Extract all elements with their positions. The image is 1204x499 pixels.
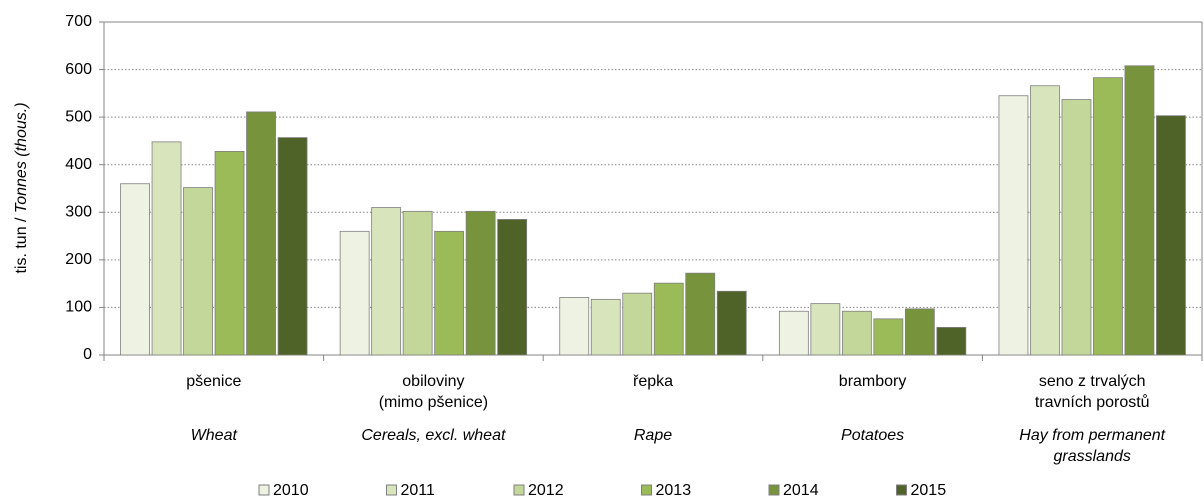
y-tick-label: 400 bbox=[65, 156, 92, 173]
bar bbox=[497, 219, 528, 356]
legend-label: 2013 bbox=[656, 482, 692, 499]
x-tick-label-en: Rape bbox=[634, 427, 672, 444]
x-tick-label-en: Wheat bbox=[191, 427, 238, 444]
bar bbox=[1030, 85, 1060, 356]
legend-label: 2010 bbox=[273, 482, 309, 499]
bar bbox=[778, 310, 809, 356]
bar bbox=[936, 327, 967, 356]
bar bbox=[151, 141, 182, 356]
bar bbox=[716, 290, 747, 356]
legend-swatch bbox=[513, 484, 525, 496]
bar bbox=[810, 303, 841, 356]
x-tick-label-en: Potatoes bbox=[841, 427, 904, 444]
x-tick-label-en: grasslands bbox=[1054, 448, 1131, 465]
bar bbox=[339, 230, 370, 356]
bar bbox=[1093, 77, 1123, 356]
bar bbox=[214, 150, 245, 356]
bar bbox=[402, 210, 433, 356]
bar bbox=[371, 207, 402, 356]
bar bbox=[559, 297, 590, 356]
x-tick-label-en: Hay from permanent bbox=[1019, 427, 1165, 444]
y-tick-label: 500 bbox=[65, 108, 92, 125]
bar bbox=[1124, 65, 1155, 356]
bar bbox=[1061, 99, 1092, 356]
bar bbox=[246, 111, 276, 356]
legend-label: 2011 bbox=[401, 482, 436, 499]
y-tick-label: 300 bbox=[65, 204, 92, 221]
bar bbox=[685, 272, 716, 356]
legend-swatch bbox=[641, 484, 652, 496]
y-axis-label-en: Tonnes (thous.) bbox=[13, 102, 30, 213]
y-axis-label: tis. tun / Tonnes (thous.) bbox=[13, 102, 30, 273]
legend-label: 2015 bbox=[911, 482, 947, 499]
bar bbox=[998, 95, 1029, 356]
x-tick-label: obiloviny bbox=[402, 373, 464, 390]
bar bbox=[120, 183, 150, 356]
y-tick-label: 200 bbox=[65, 251, 92, 268]
y-tick-label: 600 bbox=[65, 61, 92, 78]
x-tick-label: brambory bbox=[839, 373, 907, 390]
bar bbox=[183, 187, 213, 356]
bar bbox=[904, 308, 935, 356]
x-tick-label-en: Cereals, excl. wheat bbox=[361, 427, 506, 444]
y-axis-label-cz: tis. tun / bbox=[13, 213, 30, 273]
bar bbox=[622, 292, 653, 356]
bar bbox=[434, 230, 465, 356]
x-tick-label: pšenice bbox=[186, 373, 241, 390]
bar bbox=[277, 137, 308, 356]
legend-label: 2012 bbox=[528, 482, 564, 499]
legend-swatch bbox=[386, 484, 397, 496]
bar bbox=[873, 318, 904, 356]
bar bbox=[1156, 115, 1186, 356]
legend-label: 2014 bbox=[783, 482, 819, 499]
bar bbox=[841, 310, 872, 356]
bar bbox=[590, 298, 621, 356]
legend-swatch bbox=[258, 484, 270, 496]
bar bbox=[465, 210, 496, 356]
plot-frame bbox=[103, 21, 1203, 356]
y-tick-label: 700 bbox=[65, 13, 92, 30]
y-tick-label: 100 bbox=[65, 299, 92, 316]
bar bbox=[653, 282, 684, 356]
legend-swatch bbox=[768, 484, 780, 496]
y-tick-label: 0 bbox=[83, 346, 92, 363]
x-tick-label: travních porostů bbox=[1035, 393, 1150, 411]
x-tick-label: (mimo pšenice) bbox=[379, 394, 488, 411]
x-tick-label: řepka bbox=[633, 373, 673, 390]
x-tick-label: seno z trvalých bbox=[1039, 373, 1146, 390]
legend-swatch bbox=[896, 484, 907, 496]
